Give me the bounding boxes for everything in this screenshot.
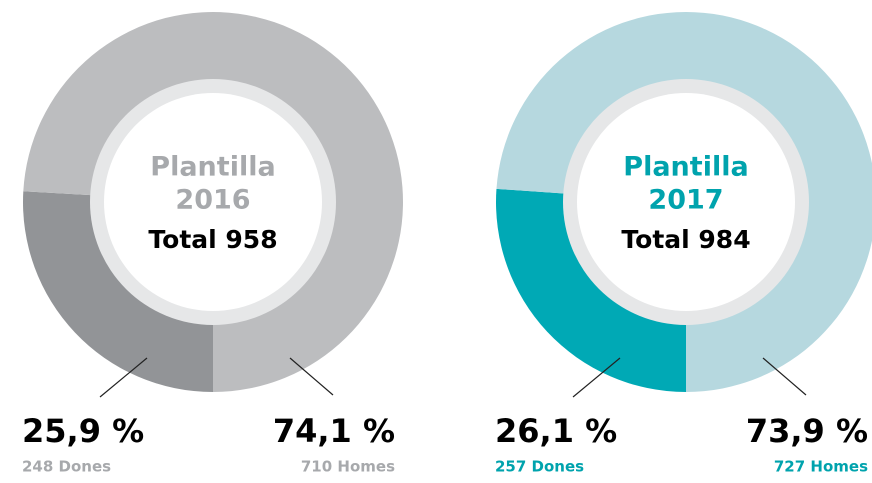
center-title: Plantilla (150, 152, 275, 183)
center-total: Total 984 (621, 225, 750, 254)
center-total: Total 958 (148, 225, 277, 254)
leader-line (99, 357, 148, 398)
leader-line (572, 357, 621, 398)
center-subtitle: 2016 (175, 185, 250, 216)
value-label: 74,1 % (273, 412, 395, 450)
count-label: 727 Homes (774, 458, 868, 476)
leader-line (289, 357, 334, 396)
value-label: 73,9 % (746, 412, 868, 450)
count-label: 257 Dones (495, 458, 584, 476)
inner-hole (577, 93, 795, 311)
value-label: 26,1 % (495, 412, 617, 450)
count-label: 710 Homes (301, 458, 395, 476)
center-subtitle: 2017 (648, 185, 723, 216)
slice (496, 12, 872, 392)
count-label: 248 Dones (22, 458, 111, 476)
value-label: 25,9 % (22, 412, 144, 450)
inner-hole (104, 93, 322, 311)
center-title: Plantilla (623, 152, 748, 183)
leader-line (762, 357, 807, 396)
